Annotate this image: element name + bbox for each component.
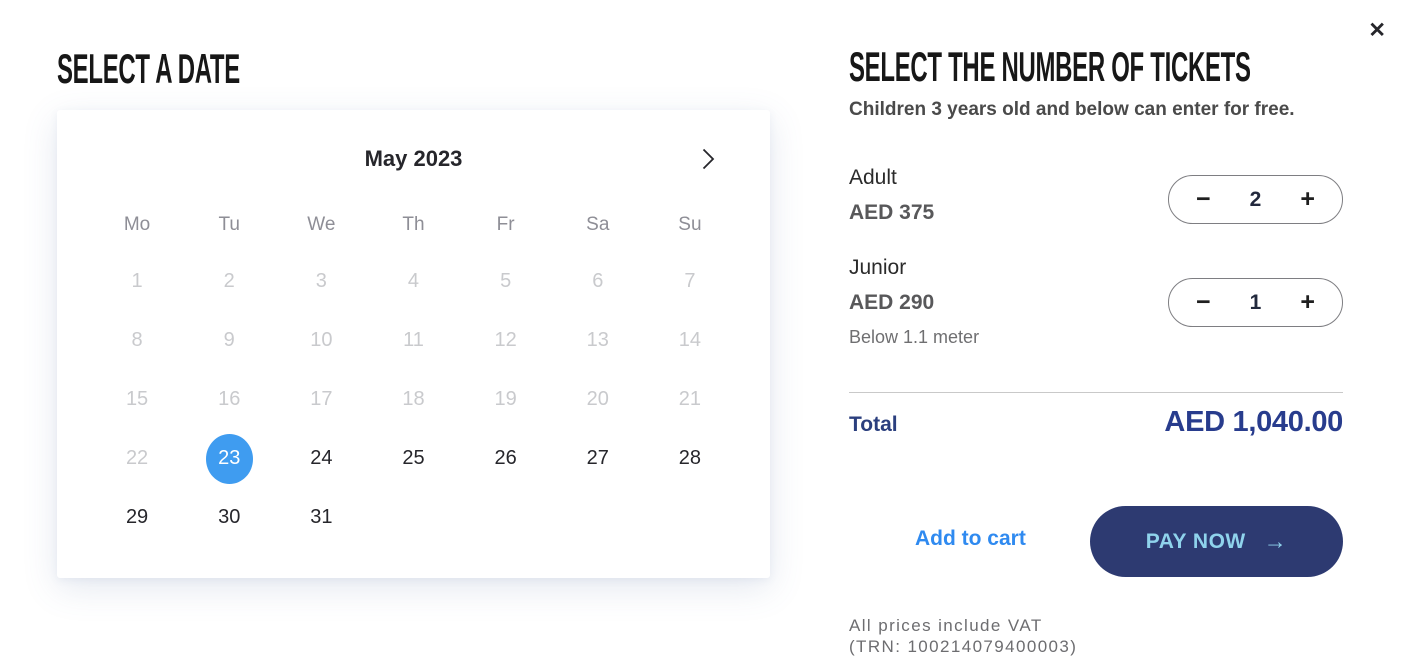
junior-quantity-stepper: − 1 + (1168, 278, 1343, 327)
chevron-right-icon (702, 148, 714, 170)
weekday-label: Mo (123, 214, 151, 235)
calendar-day-30[interactable]: 30 (218, 506, 241, 528)
pay-now-button[interactable]: PAY NOW → (1090, 506, 1343, 577)
calendar-day-15: 15 (125, 388, 149, 410)
date-section-title: SELECT A DATE (57, 45, 240, 92)
ticket-name: Adult (849, 166, 897, 189)
calendar-day-5: 5 (500, 270, 512, 292)
calendar-day-4: 4 (407, 270, 420, 292)
calendar-day-18: 18 (402, 388, 425, 410)
junior-decrement-button[interactable]: − (1196, 288, 1211, 316)
calendar-day-25[interactable]: 25 (402, 447, 425, 469)
calendar-day-empty (552, 488, 644, 547)
calendar-day-16: 16 (218, 388, 241, 410)
weekday-label: We (307, 214, 336, 235)
total-value: AED 1,040.00 (1164, 406, 1343, 438)
tickets-panel: SELECT THE NUMBER OF TICKETS Children 3 … (849, 0, 1343, 672)
calendar-day-empty (367, 488, 459, 547)
calendar-day-13: 13 (586, 329, 609, 351)
ticket-note: Below 1.1 meter (849, 327, 980, 347)
pay-now-label: PAY NOW (1145, 529, 1246, 553)
add-to-cart-link[interactable]: Add to cart (915, 527, 1026, 550)
vat-footer-line1: All prices include VAT (849, 616, 1043, 635)
calendar-day-empty (460, 488, 552, 547)
calendar-day-14: 14 (678, 329, 702, 351)
arrow-right-icon: → (1263, 528, 1288, 554)
calendar-day-12: 12 (494, 329, 517, 351)
ticket-row-adult: Adult AED 375 − 2 + (849, 166, 1343, 225)
adult-count: 2 (1249, 187, 1262, 211)
close-icon[interactable]: ✕ (1368, 19, 1386, 42)
vat-footer: All prices include VAT (TRN: 10021407940… (849, 615, 1077, 657)
tickets-subtitle: Children 3 years old and below can enter… (849, 99, 1295, 120)
ticket-row-junior: Junior AED 290 Below 1.1 meter − 1 + (849, 256, 1343, 348)
adult-decrement-button[interactable]: − (1196, 185, 1211, 213)
junior-increment-button[interactable]: + (1300, 288, 1315, 316)
total-label: Total (849, 413, 898, 436)
total-divider (849, 392, 1343, 393)
calendar-day-31[interactable]: 31 (310, 506, 333, 528)
calendar-weekdays: Mo Tu We Th Fr Sa Su (57, 198, 770, 252)
calendar-header: May 2023 (57, 144, 770, 174)
calendar-day-24[interactable]: 24 (310, 447, 333, 469)
calendar-day-23[interactable]: 23 (183, 429, 275, 488)
calendar-day-2: 2 (223, 270, 235, 292)
ticket-name: Junior (849, 256, 907, 279)
adult-quantity-stepper: − 2 + (1168, 175, 1343, 224)
calendar-day-21: 21 (678, 388, 702, 410)
calendar-day-22: 22 (125, 447, 149, 469)
total-row: Total AED 1,040.00 (849, 406, 1343, 439)
junior-count: 1 (1249, 290, 1262, 314)
calendar-day-6: 6 (592, 270, 604, 292)
ticket-price: AED 290 (849, 291, 935, 314)
adult-increment-button[interactable]: + (1300, 185, 1315, 213)
calendar-day-19: 19 (494, 388, 517, 410)
calendar-day-27[interactable]: 27 (586, 447, 609, 469)
next-month-button[interactable] (698, 147, 718, 171)
calendar-card: May 2023 Mo Tu We Th Fr Sa Su 1 2 3 4 5 6 7 8 9 10 11 12 1… (57, 110, 770, 578)
tickets-section-title: SELECT THE NUMBER OF TICKETS (849, 43, 1251, 90)
calendar-day-3: 3 (315, 270, 327, 292)
ticket-price: AED 375 (849, 201, 935, 224)
vat-footer-line2: (TRN: 100214079400003) (849, 637, 1078, 656)
weekday-label: Su (678, 214, 702, 235)
calendar-day-empty (644, 488, 736, 547)
actions-row: Add to cart PAY NOW → (849, 506, 1343, 577)
calendar-day-10: 10 (310, 329, 333, 351)
weekday-label: Tu (218, 214, 240, 235)
calendar-day-28[interactable]: 28 (678, 447, 702, 469)
weekday-label: Fr (496, 214, 515, 235)
calendar-month-label: May 2023 (364, 146, 463, 171)
calendar-day-8: 8 (131, 329, 143, 351)
calendar-day-7: 7 (684, 270, 696, 292)
calendar-day-1: 1 (131, 270, 143, 292)
calendar-day-17: 17 (310, 388, 333, 410)
calendar-day-26[interactable]: 26 (494, 447, 517, 469)
calendar-day-11: 11 (403, 329, 424, 351)
weekday-label: Th (402, 214, 425, 235)
calendar-grid: 1 2 3 4 5 6 7 8 9 10 11 12 13 14 15 16 17 18 19 20 21 22 23 24 2… (57, 252, 770, 547)
calendar-day-29[interactable]: 29 (125, 506, 149, 528)
calendar-day-9: 9 (223, 329, 235, 351)
calendar-day-20: 20 (586, 388, 609, 410)
weekday-label: Sa (586, 214, 610, 235)
